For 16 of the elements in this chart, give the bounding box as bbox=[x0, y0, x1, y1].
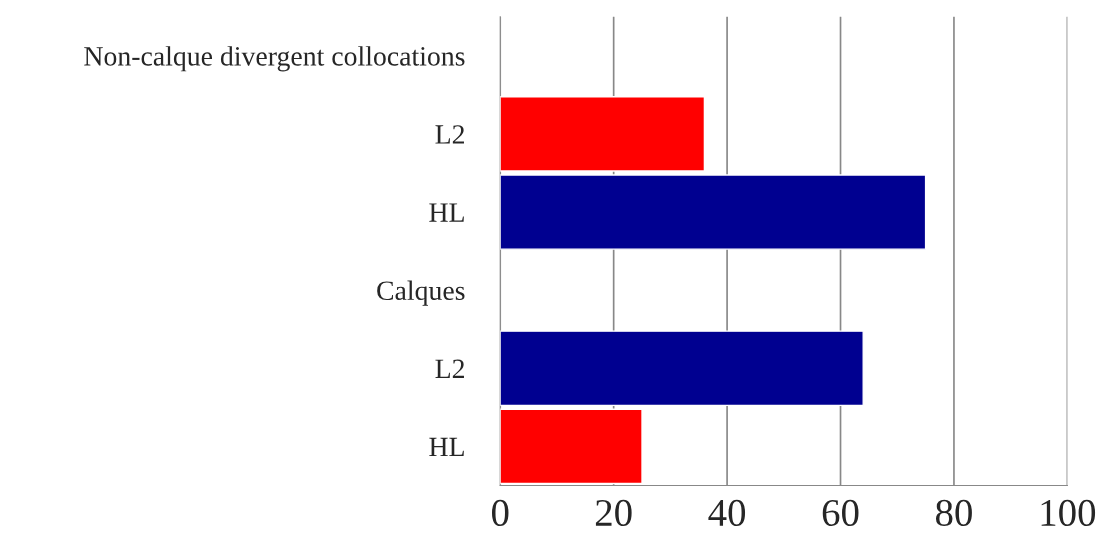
y-tick-label: HL bbox=[429, 203, 464, 222]
bar bbox=[500, 330, 864, 407]
y-tick-label: Non-calque divergent collocations bbox=[84, 46, 465, 72]
y-tick-label: L2 bbox=[435, 125, 464, 144]
x-tick-label: 40 bbox=[708, 499, 746, 527]
x-tick-label: 80 bbox=[935, 499, 972, 527]
y-tick-label: Calques bbox=[377, 280, 465, 306]
x-tick-label: 0 bbox=[491, 499, 509, 527]
y-tick-label: L2 bbox=[435, 359, 464, 378]
x-tick-label: 100 bbox=[1041, 499, 1096, 527]
bar bbox=[500, 96, 706, 172]
x-tick-label: 60 bbox=[822, 499, 859, 527]
bar bbox=[500, 408, 643, 485]
y-tick-label: HL bbox=[429, 437, 464, 457]
bar bbox=[500, 174, 927, 250]
x-tick-label: 20 bbox=[595, 499, 632, 527]
